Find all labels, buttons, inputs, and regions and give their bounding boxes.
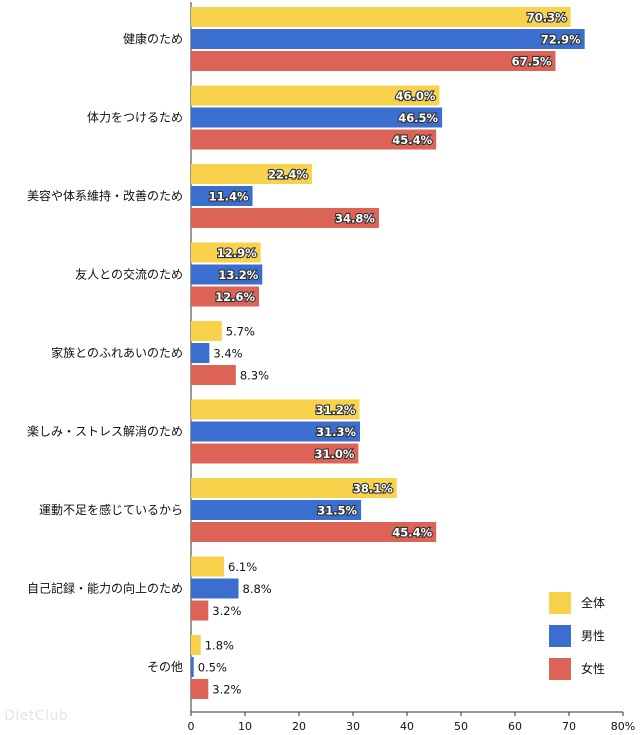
bar-女性 (191, 443, 359, 464)
category-label: 健康のため (123, 31, 183, 46)
bar-全体 (191, 242, 261, 263)
x-tick-label: 80% (611, 720, 635, 733)
bar-男性 (191, 500, 362, 520)
data-label: 11.4% (209, 190, 249, 204)
bar-女性 (191, 129, 437, 150)
data-label: 46.0% (395, 89, 435, 103)
x-tick-label: 30 (346, 720, 360, 733)
x-tick-label: 20 (292, 720, 306, 733)
x-tick-label: 40 (400, 720, 414, 733)
data-label: 31.2% (316, 403, 356, 417)
bar-全体 (191, 556, 224, 577)
x-tick-label: 50 (454, 720, 468, 733)
data-label: 3.2% (212, 683, 241, 697)
bar-女性 (191, 51, 556, 71)
x-tick-label: 70 (562, 720, 576, 733)
data-label: 70.3% (527, 11, 567, 25)
category-label: 運動不足を感じているから (39, 502, 183, 517)
data-label: 31.3% (316, 425, 356, 439)
bar-女性 (191, 365, 236, 385)
bar-女性 (191, 286, 260, 307)
bar-男性 (191, 264, 263, 285)
bar-男性 (191, 343, 210, 363)
data-label: 72.9% (541, 33, 581, 47)
category-label: 体力をつけるため (87, 111, 183, 125)
watermark: DietClub (4, 708, 69, 724)
bar-男性 (191, 29, 585, 49)
category-label: 楽しみ・ストレス解消のため (27, 425, 183, 439)
bar-全体 (191, 7, 571, 27)
bar-全体 (191, 164, 312, 184)
category-label: 美容や体系維持・改善のため (27, 188, 183, 203)
data-label: 1.8% (205, 639, 234, 653)
data-label: 0.5% (198, 661, 227, 675)
category-label: 友人との交流のため (75, 267, 183, 282)
data-label: 3.2% (212, 604, 241, 618)
data-label: 12.9% (217, 246, 257, 260)
data-label: 67.5% (512, 55, 552, 69)
category-label: その他 (147, 660, 183, 674)
bar-男性 (191, 578, 239, 599)
bar-女性 (191, 679, 209, 699)
bar-全体 (191, 635, 201, 655)
data-label: 8.3% (240, 369, 269, 383)
data-label: 46.5% (398, 111, 438, 125)
category-label: 自己記録・能力の向上のため (27, 581, 183, 596)
data-label: 34.8% (335, 212, 375, 226)
legend-label: 全体 (581, 595, 605, 610)
data-label: 5.7% (226, 325, 255, 339)
data-label: 12.6% (215, 290, 255, 304)
legend-swatch-女性 (549, 658, 571, 680)
x-tick-label: 10 (238, 720, 252, 733)
bar-女性 (191, 208, 379, 228)
data-label: 45.4% (392, 526, 432, 540)
bar-女性 (191, 600, 209, 621)
data-label: 8.8% (243, 582, 272, 596)
data-label: 3.4% (213, 347, 242, 361)
bar-男性 (191, 186, 253, 206)
data-label: 6.1% (228, 560, 257, 574)
bar-男性 (191, 657, 194, 677)
bar-男性 (191, 107, 443, 128)
data-label: 22.4% (268, 168, 308, 182)
bar-全体 (191, 478, 397, 498)
data-label: 31.0% (314, 447, 354, 461)
legend-label: 女性 (581, 661, 605, 676)
bar-男性 (191, 421, 361, 442)
legend-swatch-男性 (549, 625, 571, 647)
data-label: 38.1% (353, 482, 393, 496)
data-label: 45.4% (392, 133, 432, 147)
x-tick-label: 60 (508, 720, 522, 733)
bar-女性 (191, 522, 437, 542)
legend-swatch-全体 (549, 592, 571, 614)
bar-全体 (191, 399, 360, 420)
bar-全体 (191, 321, 222, 341)
bar-全体 (191, 85, 440, 106)
legend-label: 男性 (581, 629, 605, 643)
data-label: 31.5% (317, 504, 357, 518)
category-label: 家族とのふれあいのため (51, 345, 183, 360)
data-label: 13.2% (218, 268, 258, 282)
x-tick-label: 0 (188, 720, 195, 733)
